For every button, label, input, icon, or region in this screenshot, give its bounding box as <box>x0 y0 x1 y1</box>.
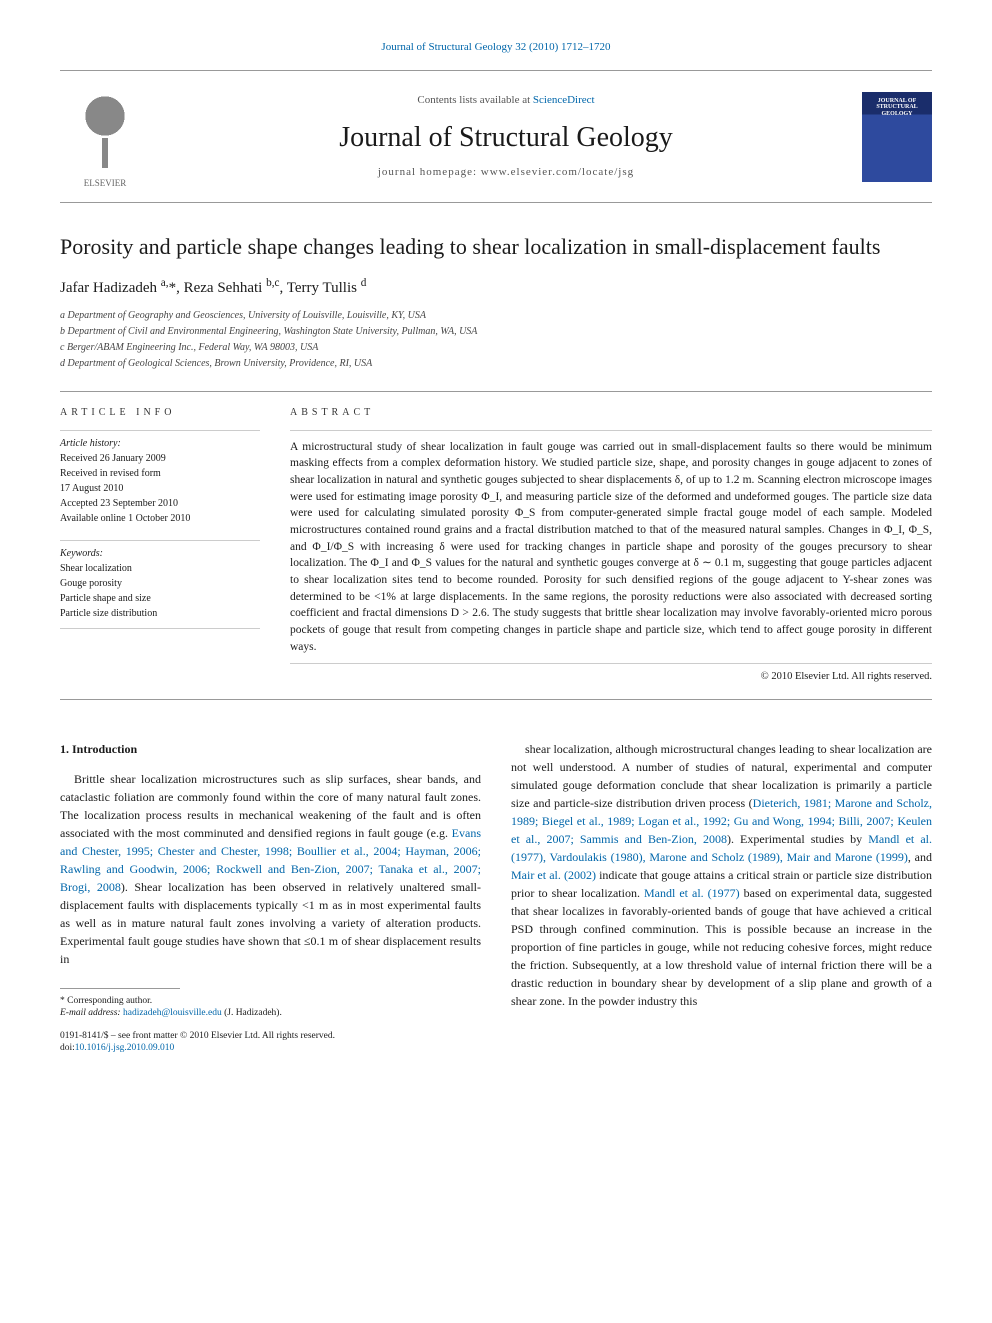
keywords: Keywords: Shear localization Gouge poros… <box>60 540 260 629</box>
article-info: ARTICLE INFO Article history: Received 2… <box>60 406 260 685</box>
column-right: shear localization, although microstruct… <box>511 740 932 1054</box>
affiliation: c Berger/ABAM Engineering Inc., Federal … <box>60 341 932 355</box>
article-info-label: ARTICLE INFO <box>60 406 260 420</box>
affiliation: d Department of Geological Sciences, Bro… <box>60 357 932 371</box>
section-heading-introduction: 1. Introduction <box>60 740 481 758</box>
corresponding-author-footnote: * Corresponding author. E-mail address: … <box>60 995 481 1020</box>
abstract-label: ABSTRACT <box>290 406 932 420</box>
email-label: E-mail address: <box>60 1008 123 1018</box>
issn-doi-block: 0191-8141/$ – see front matter © 2010 El… <box>60 1030 481 1055</box>
history-label: Article history: <box>60 438 121 449</box>
history-line: Received 26 January 2009 <box>60 452 260 466</box>
keywords-label: Keywords: <box>60 548 103 559</box>
keyword: Particle size distribution <box>60 607 260 621</box>
article-title: Porosity and particle shape changes lead… <box>60 233 932 262</box>
journal-cover-thumb: JOURNAL OF STRUCTURAL GEOLOGY <box>862 92 932 182</box>
info-abstract-row: ARTICLE INFO Article history: Received 2… <box>60 391 932 700</box>
doi-link[interactable]: 10.1016/j.jsg.2010.09.010 <box>75 1043 175 1053</box>
body-columns: 1. Introduction Brittle shear localizati… <box>60 740 932 1054</box>
history-line: 17 August 2010 <box>60 482 260 496</box>
article-history: Article history: Received 26 January 200… <box>60 430 260 526</box>
issn-line: 0191-8141/$ – see front matter © 2010 El… <box>60 1030 481 1042</box>
author-email-link[interactable]: hadizadeh@louisville.edu <box>123 1008 222 1018</box>
doi-label: doi: <box>60 1043 75 1053</box>
footnote-separator <box>60 988 180 989</box>
publisher-logo-block: ELSEVIER <box>60 83 150 190</box>
affiliation: a Department of Geography and Geoscience… <box>60 309 932 323</box>
masthead: ELSEVIER Contents lists available at Sci… <box>60 70 932 203</box>
journal-reference: Journal of Structural Geology 32 (2010) … <box>60 40 932 55</box>
abstract: ABSTRACT A microstructural study of shea… <box>290 406 932 685</box>
publisher-name: ELSEVIER <box>60 177 150 190</box>
history-line: Available online 1 October 2010 <box>60 512 260 526</box>
abstract-copyright: © 2010 Elsevier Ltd. All rights reserved… <box>290 670 932 685</box>
homepage-url[interactable]: www.elsevier.com/locate/jsg <box>481 166 634 178</box>
homepage-prefix: journal homepage: <box>378 166 481 178</box>
contents-prefix: Contents lists available at <box>417 94 532 106</box>
sciencedirect-link[interactable]: ScienceDirect <box>533 94 595 106</box>
author-list: Jafar Hadizadeh a,*, Reza Sehhati b,c, T… <box>60 276 932 299</box>
contents-available-line: Contents lists available at ScienceDirec… <box>150 93 862 108</box>
column-left: 1. Introduction Brittle shear localizati… <box>60 740 481 1054</box>
body-paragraph: Brittle shear localization microstructur… <box>60 770 481 968</box>
cover-thumb-text: JOURNAL OF STRUCTURAL GEOLOGY <box>866 98 928 118</box>
affiliation: b Department of Civil and Environmental … <box>60 325 932 339</box>
affiliations: a Department of Geography and Geoscience… <box>60 309 932 371</box>
history-line: Received in revised form <box>60 467 260 481</box>
elsevier-tree-icon <box>60 83 150 173</box>
journal-homepage-line: journal homepage: www.elsevier.com/locat… <box>150 165 862 180</box>
history-line: Accepted 23 September 2010 <box>60 497 260 511</box>
corresponding-author-line: * Corresponding author. <box>60 995 481 1007</box>
abstract-body: A microstructural study of shear localiz… <box>290 430 932 665</box>
keyword: Gouge porosity <box>60 577 260 591</box>
body-paragraph: shear localization, although microstruct… <box>511 740 932 1010</box>
keyword: Particle shape and size <box>60 592 260 606</box>
journal-name: Journal of Structural Geology <box>150 118 862 157</box>
keyword: Shear localization <box>60 562 260 576</box>
email-suffix: (J. Hadizadeh). <box>222 1008 282 1018</box>
masthead-center: Contents lists available at ScienceDirec… <box>150 93 862 181</box>
